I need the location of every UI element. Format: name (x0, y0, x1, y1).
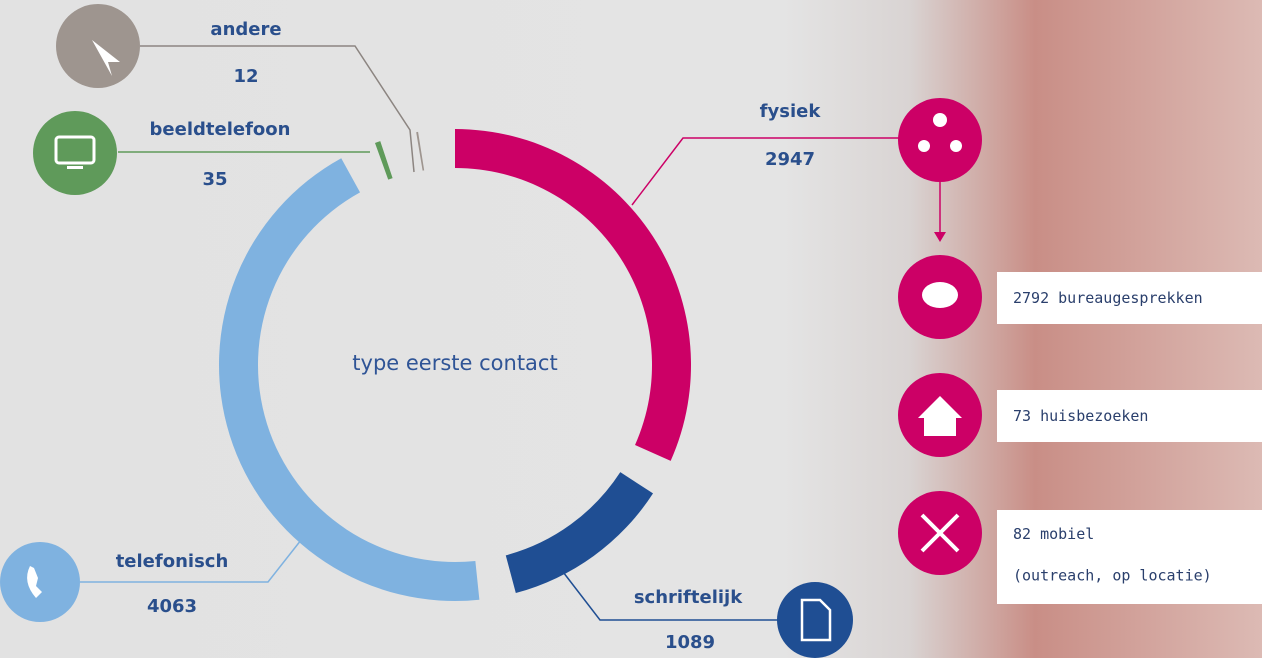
connector (631, 137, 900, 206)
box (997, 390, 1262, 442)
subitem-value: 73 (1013, 407, 1031, 425)
segment-value: 12 (233, 66, 258, 87)
connectors (80, 45, 946, 621)
subitem-text: 82 mobiel (1013, 525, 1094, 543)
icon-fysiek (898, 98, 982, 182)
donut-segment (219, 158, 480, 602)
segment-label: fysiek (760, 101, 822, 122)
icon-glyph (918, 396, 962, 436)
connector (140, 45, 415, 173)
icon-glyph (92, 40, 120, 76)
icon-glyph (918, 140, 930, 152)
segment-label: telefonisch (116, 551, 229, 572)
icon-glyph (800, 598, 832, 642)
segment-label: beeldtelefoon (150, 119, 291, 140)
icon-glyph (920, 513, 960, 553)
subitem-note: (outreach, op locatie) (1013, 567, 1212, 585)
icon-glyph (54, 135, 96, 165)
subitem-label: huisbezoeken (1040, 407, 1148, 425)
subitem-value: 82 (1013, 525, 1031, 543)
chart-title: type eerste contact (352, 351, 557, 375)
icon-glyph (933, 113, 947, 127)
subitem-value: 2792 (1013, 289, 1049, 307)
icon-schriftelijk (777, 582, 853, 658)
subitem-label: bureaugesprekken (1058, 289, 1203, 307)
arrow-head (934, 232, 946, 242)
connector (559, 567, 780, 621)
segment-value: 2947 (765, 149, 815, 170)
subitem-label: mobiel (1040, 525, 1094, 543)
box (997, 510, 1262, 604)
donut-segment (374, 141, 393, 180)
donut-segment (455, 129, 691, 461)
box (997, 272, 1262, 324)
donut-segment (416, 131, 425, 171)
icons (0, 4, 982, 658)
icon-beeldtelefoon (33, 111, 117, 195)
segment-value: 35 (202, 169, 227, 190)
segment-label: schriftelijk (634, 587, 743, 608)
connector (80, 534, 306, 583)
segment-label: andere (210, 19, 281, 40)
icon-glyph (922, 282, 958, 308)
icon-telefonisch (0, 542, 80, 622)
boxes (997, 272, 1262, 604)
subitem-text: 2792 bureaugesprekken (1013, 289, 1203, 307)
icon-glyph (67, 166, 83, 169)
segment-value: 4063 (147, 596, 197, 617)
donut-segment (505, 472, 654, 594)
icon-glyph (950, 140, 962, 152)
icon-glyph (27, 566, 42, 598)
segment-value: 1089 (665, 632, 715, 653)
subitem-text: 73 huisbezoeken (1013, 407, 1148, 425)
